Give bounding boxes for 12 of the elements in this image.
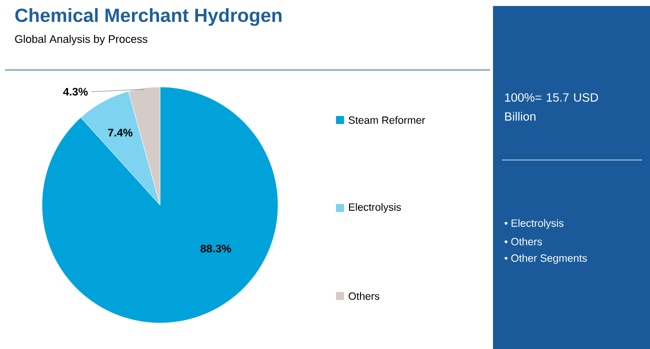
- text: • Others: [504, 238, 542, 246]
- legend-label: Steam Reformer: [348, 116, 426, 124]
- chart-title: Chemical Merchant Hydrogen: [15, 8, 282, 26]
- data-label: 7.4%: [108, 128, 132, 136]
- legend-label: Others: [348, 292, 380, 300]
- text: 100%= 15.7 USD Billion: [505, 93, 598, 121]
- chart-subtitle: Global Analysis by Process: [15, 34, 148, 46]
- text: • Other Segments: [504, 254, 587, 264]
- data-label: 88.3%: [200, 244, 232, 252]
- data-label: 4.3%: [63, 88, 88, 96]
- legend-label: Electrolysis: [349, 203, 401, 213]
- text: • Electrolysis: [504, 219, 564, 229]
